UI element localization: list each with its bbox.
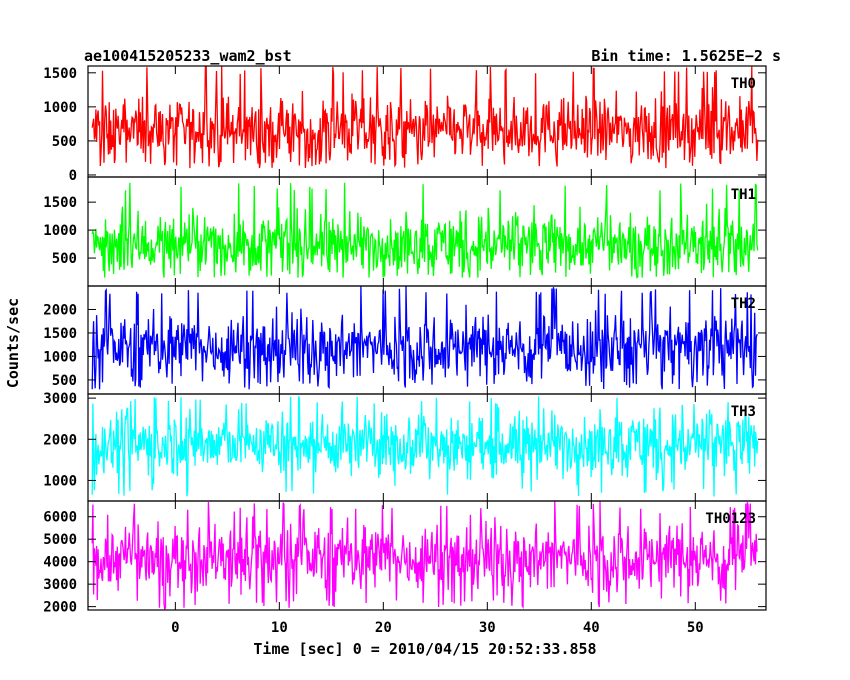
- y-tick-label: 1000: [43, 473, 77, 489]
- y-tick-label: 1500: [43, 326, 77, 342]
- panel-frame-th0123: [87, 500, 767, 611]
- series-line-th3: [91, 396, 759, 497]
- x-tick-label: 20: [375, 620, 392, 636]
- y-tick-label: 2000: [43, 600, 77, 616]
- panel-label-th2: TH2: [731, 296, 756, 312]
- panels-group: 050010001500TH050010001500TH150010001500…: [43, 65, 767, 636]
- y-tick-label: 1000: [43, 100, 77, 116]
- y-tick-label: 4000: [43, 555, 77, 571]
- plot-title: ae100415205233_wam2_bst: [84, 47, 292, 65]
- bin-time-label: Bin time: 1.5625E−2 s: [591, 47, 781, 65]
- y-tick-label: 500: [52, 134, 77, 150]
- y-axis-label: Counts/sec: [4, 298, 22, 388]
- series-line-th1: [91, 182, 759, 279]
- x-tick-label: 50: [687, 620, 704, 636]
- y-tick-label: 1500: [43, 66, 77, 82]
- x-tick-label: 0: [171, 620, 179, 636]
- y-tick-label: 1000: [43, 349, 77, 365]
- y-tick-label: 6000: [43, 510, 77, 526]
- x-tick-label: 30: [479, 620, 496, 636]
- series-line-th2: [91, 286, 758, 390]
- panel-label-th0123: TH0123: [705, 511, 756, 527]
- y-tick-label: 3000: [43, 391, 77, 407]
- x-axis-label: Time [sec] 0 = 2010/04/15 20:52:33.858: [253, 640, 596, 658]
- y-tick-label: 5000: [43, 532, 77, 548]
- panel-label-th3: TH3: [731, 404, 756, 420]
- y-tick-label: 0: [69, 168, 77, 184]
- y-tick-label: 2000: [43, 432, 77, 448]
- y-tick-label: 2000: [43, 302, 77, 318]
- panel-label-th0: TH0: [731, 76, 756, 92]
- panel-label-th1: TH1: [731, 187, 756, 203]
- y-tick-label: 500: [52, 373, 77, 389]
- series-line-th0: [91, 66, 759, 169]
- y-tick-label: 1000: [43, 223, 77, 239]
- series-line-th0123: [91, 501, 758, 610]
- x-tick-label: 10: [271, 620, 288, 636]
- y-tick-label: 3000: [43, 577, 77, 593]
- y-tick-label: 500: [52, 251, 77, 267]
- y-tick-label: 1500: [43, 195, 77, 211]
- x-tick-label: 40: [583, 620, 600, 636]
